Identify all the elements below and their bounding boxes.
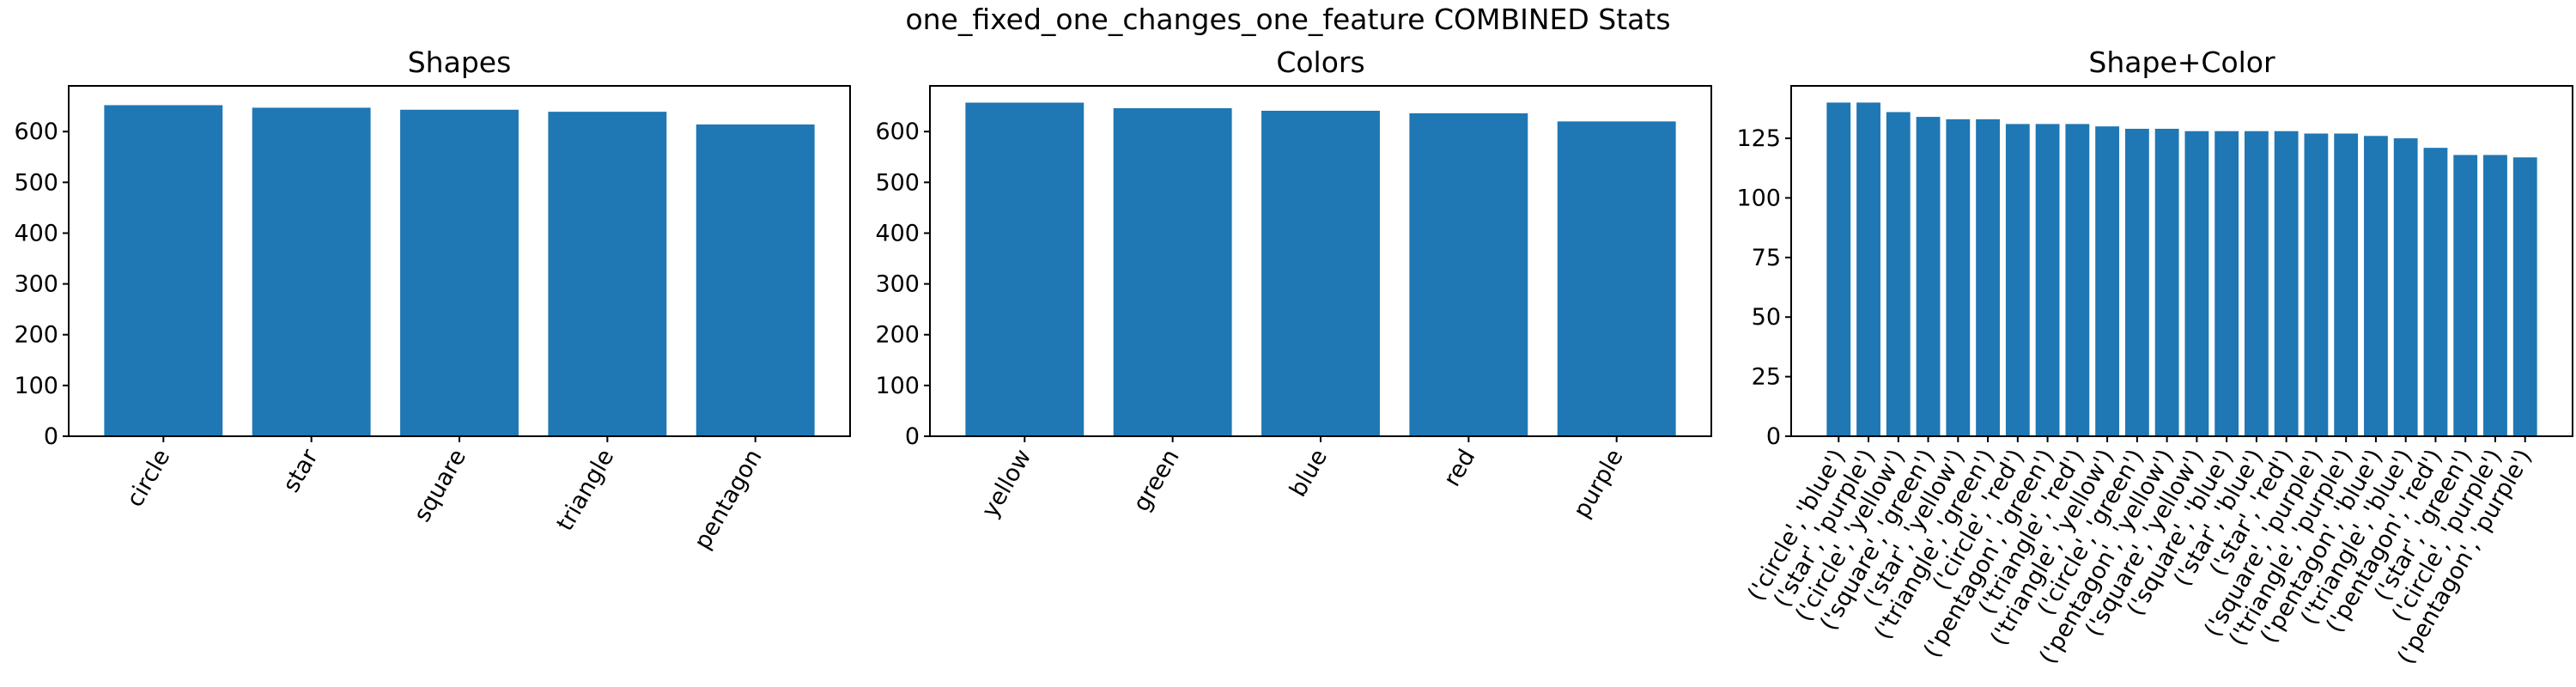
y-tick-label: 100 — [14, 373, 58, 399]
y-tick-label: 600 — [875, 119, 920, 145]
y-tick-label: 300 — [14, 271, 58, 298]
y-tick-label: 25 — [1752, 364, 1781, 391]
bar-group — [965, 102, 1676, 437]
bar — [1916, 117, 1941, 436]
subplot-title: Shape+Color — [2088, 46, 2275, 79]
y-tick-label: 600 — [14, 119, 58, 145]
bar — [2184, 131, 2209, 437]
y-tick-label: 100 — [875, 373, 920, 399]
bar — [1113, 108, 1232, 437]
bar — [252, 107, 371, 437]
bar — [2154, 128, 2179, 436]
subplot-title: Shapes — [408, 46, 512, 79]
bar — [2483, 155, 2507, 437]
y-tick-label: 100 — [1736, 185, 1781, 211]
bar — [2035, 124, 2060, 436]
bar — [2512, 157, 2537, 436]
bar — [2274, 131, 2299, 437]
y-tick-label: 200 — [875, 322, 920, 349]
axes-frame — [929, 85, 1712, 437]
bar — [2124, 128, 2149, 436]
y-tick-label: 125 — [1736, 125, 1781, 152]
bar — [1826, 102, 1851, 437]
y-tick-label: 500 — [875, 169, 920, 196]
bar — [2244, 131, 2269, 437]
y-tick-label: 300 — [875, 271, 920, 298]
bar — [1976, 119, 2000, 437]
y-tick-label: 0 — [44, 423, 58, 450]
bar — [2453, 155, 2478, 437]
bar — [1409, 112, 1528, 436]
y-tick-label: 50 — [1752, 304, 1781, 331]
bar-group — [104, 105, 815, 437]
bar — [2005, 124, 2030, 436]
bar — [2304, 133, 2329, 436]
bar-group — [1826, 102, 2537, 437]
axes-frame — [68, 85, 851, 437]
y-tick-label: 75 — [1752, 245, 1781, 271]
figure-suptitle: one_fixed_one_changes_one_feature COMBIN… — [905, 3, 1670, 36]
bar — [1886, 112, 1911, 436]
y-tick-label: 400 — [14, 220, 58, 246]
bar — [1856, 102, 1880, 437]
bar — [965, 102, 1084, 436]
y-tick-label: 0 — [905, 423, 920, 450]
bar — [2065, 124, 2090, 436]
y-tick-label: 400 — [875, 220, 920, 246]
y-tick-label: 500 — [14, 169, 58, 196]
bar — [2215, 131, 2239, 437]
bar — [2095, 126, 2120, 436]
axes-frame — [1790, 85, 2573, 437]
bar — [2334, 133, 2359, 436]
y-tick-label: 200 — [14, 322, 58, 349]
bar — [400, 109, 519, 436]
y-tick-label: 0 — [1766, 423, 1781, 450]
y-axis: 0 25 50 75 100 125 — [1736, 125, 1791, 450]
bar — [1946, 119, 1971, 437]
subplot-title: Colors — [1276, 46, 1364, 79]
y-axis: 0 100 200 300 400 500 600 — [875, 119, 930, 450]
bar — [2364, 136, 2388, 437]
bar — [696, 124, 815, 436]
bar — [1557, 121, 1676, 436]
bar — [1261, 110, 1380, 436]
bar — [2393, 138, 2418, 436]
bar — [104, 105, 223, 436]
bar — [2423, 148, 2448, 436]
y-axis: 0 100 200 300 400 500 600 — [14, 119, 69, 450]
bar — [548, 112, 667, 436]
